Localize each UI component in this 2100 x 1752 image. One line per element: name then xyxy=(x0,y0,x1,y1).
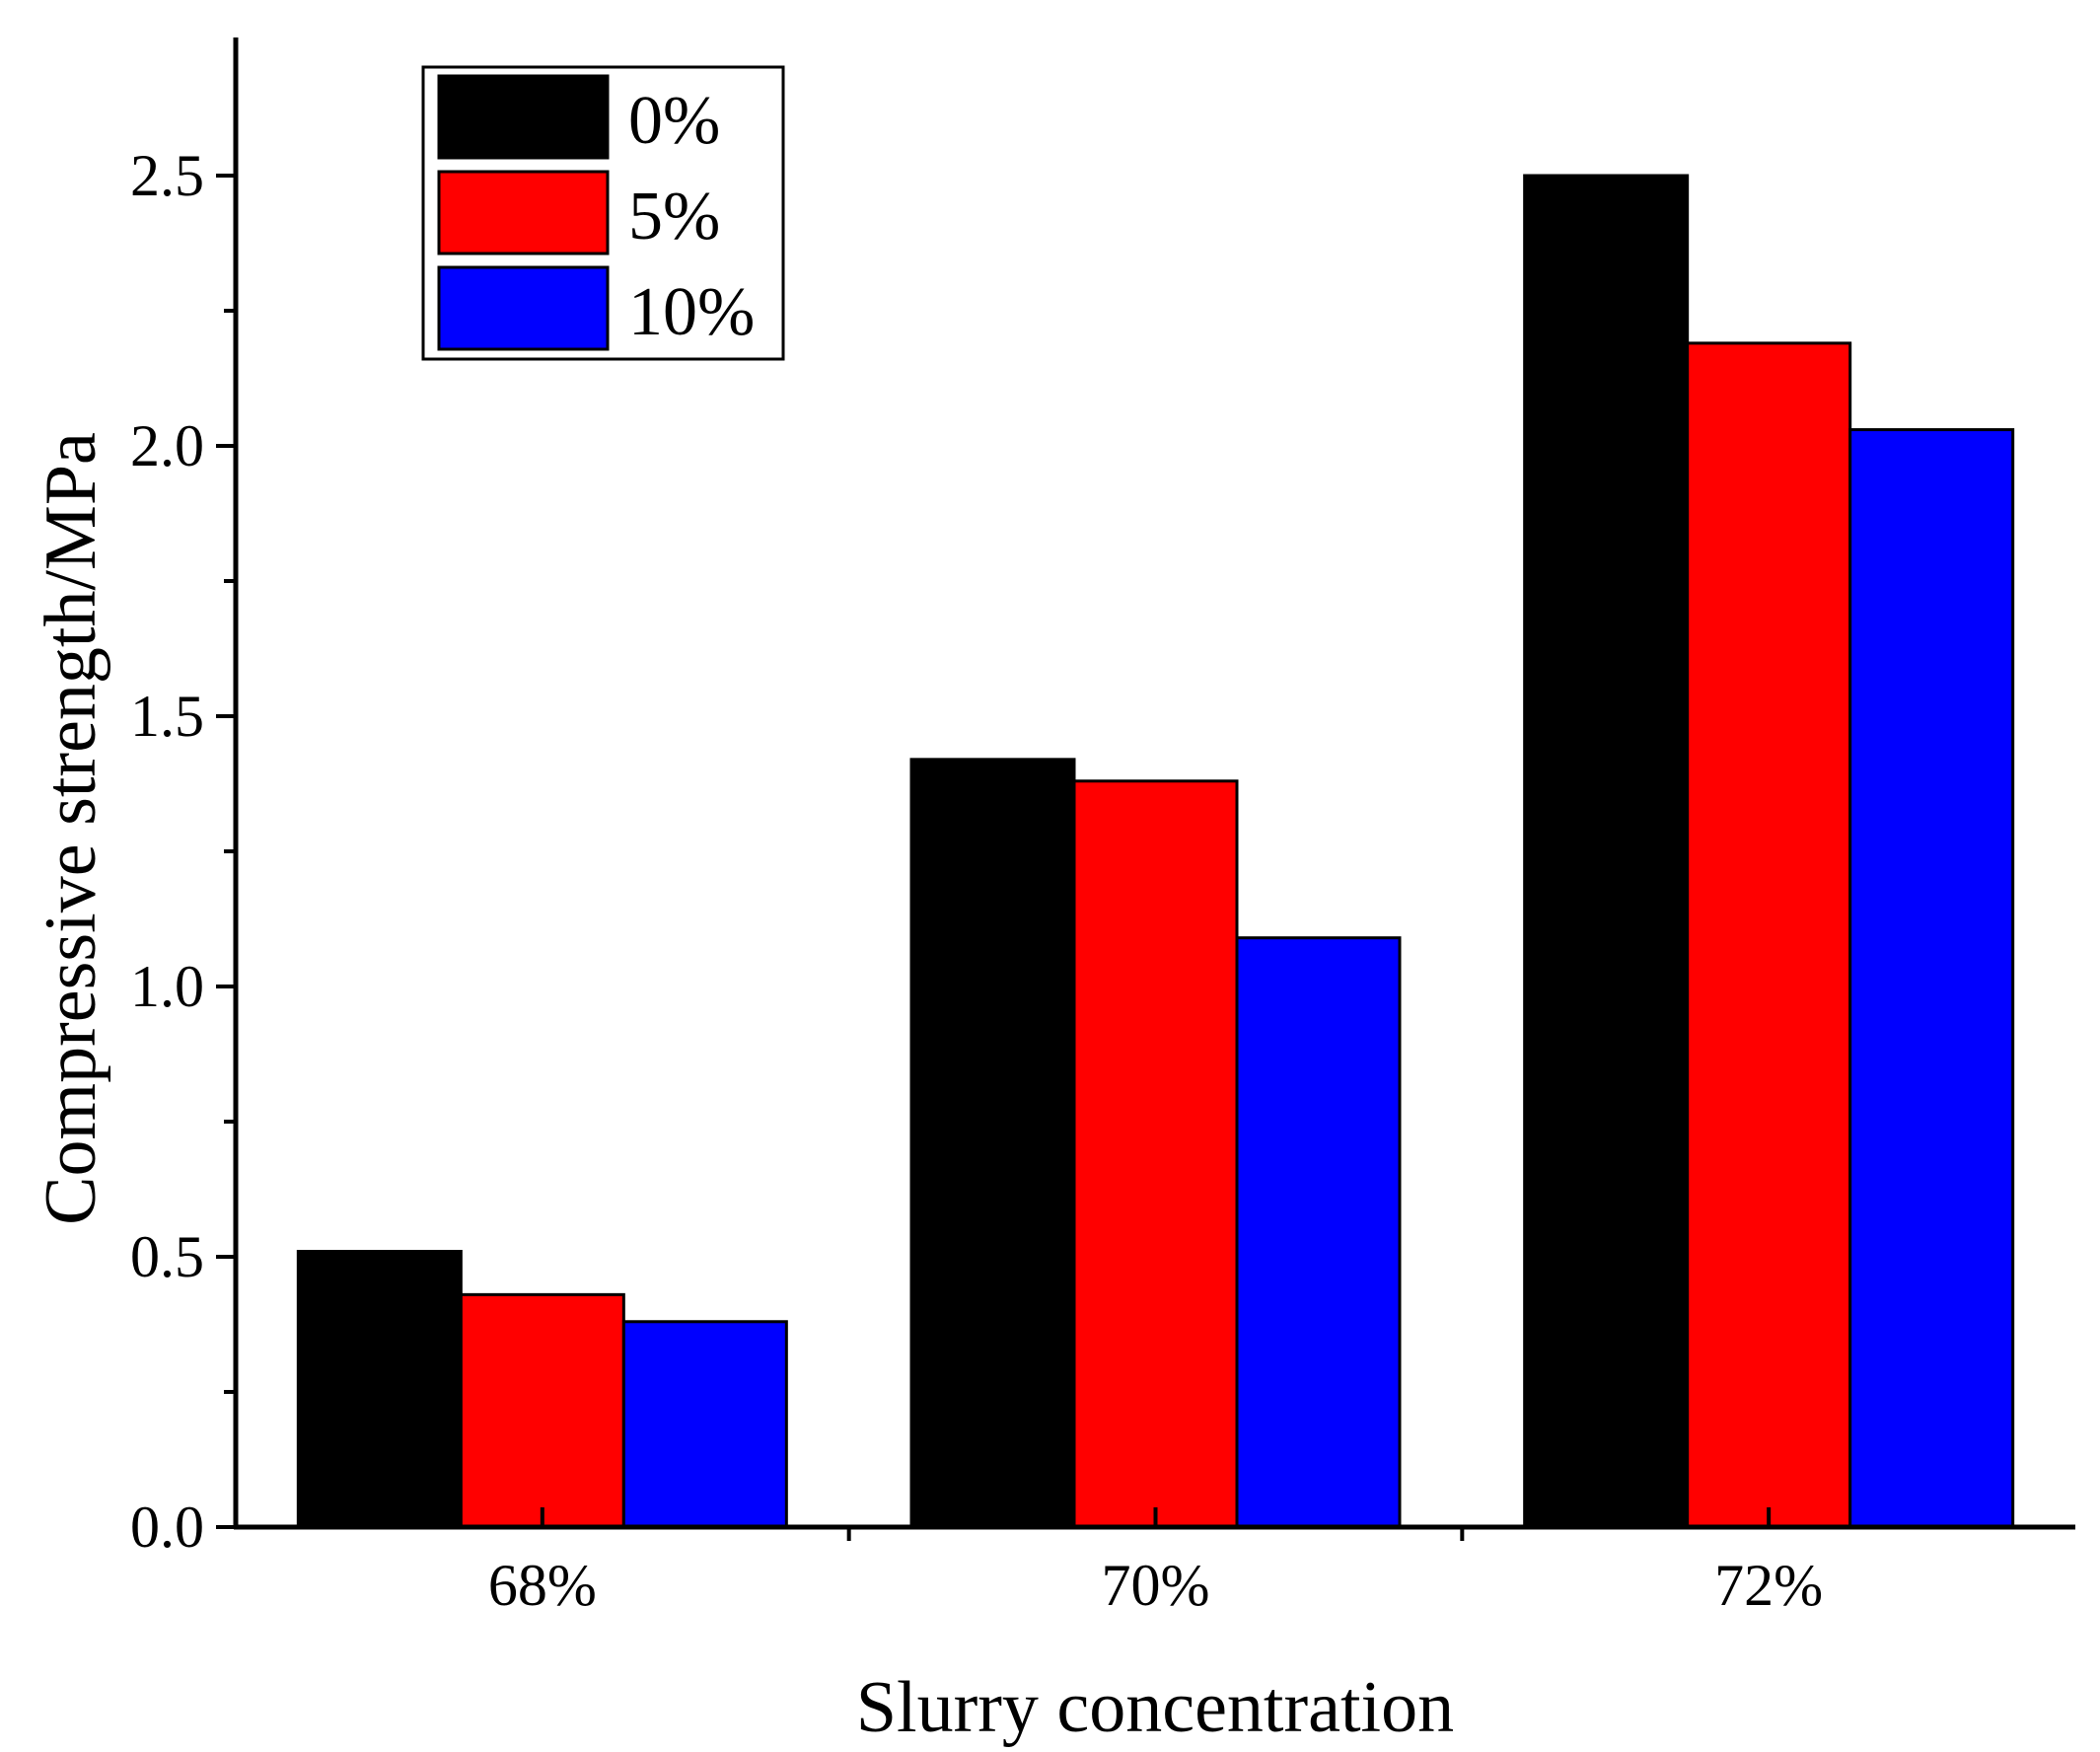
x-axis-title: Slurry concentration xyxy=(856,1667,1454,1748)
bar-5pct-72pct xyxy=(1686,341,1852,1529)
y-tick-label: 1.0 xyxy=(130,954,204,1019)
legend-label-0pct: 0% xyxy=(628,83,720,159)
y-tick-label: 0.5 xyxy=(130,1224,204,1289)
bar-0pct-70pct xyxy=(909,758,1076,1529)
bars-layer xyxy=(296,174,2015,1529)
y-tick-label: 2.0 xyxy=(130,413,204,478)
legend-swatch-0pct xyxy=(437,74,610,160)
x-tick-label: 72% xyxy=(1714,1553,1823,1618)
y-tick-label: 0.0 xyxy=(130,1495,204,1560)
bar-10pct-72pct xyxy=(1848,428,2015,1529)
bar-5pct-70pct xyxy=(1072,779,1239,1529)
bar-5pct-68pct xyxy=(459,1292,625,1529)
bar-0pct-68pct xyxy=(296,1250,463,1529)
y-tick-label: 1.5 xyxy=(130,684,204,749)
legend-swatch-10pct xyxy=(437,265,610,351)
x-tick-labels: 68% 70% 72% xyxy=(488,1553,1823,1618)
axes xyxy=(216,37,2075,1541)
x-ticks xyxy=(540,1507,1772,1541)
legend-swatch-5pct xyxy=(437,170,610,256)
bar-10pct-68pct xyxy=(621,1320,788,1529)
x-tick-label: 68% xyxy=(488,1553,597,1618)
legend-label-10pct: 10% xyxy=(628,274,755,350)
bar-0pct-72pct xyxy=(1523,174,1690,1529)
y-axis-title: Compressive strength/MPa xyxy=(31,432,111,1225)
y-tick-label: 2.5 xyxy=(130,143,204,208)
x-tick-label: 70% xyxy=(1102,1553,1210,1618)
bar-10pct-70pct xyxy=(1235,936,1402,1529)
legend-label-5pct: 5% xyxy=(628,179,720,255)
y-ticks xyxy=(216,174,236,1529)
legend: 0% 5% 10% xyxy=(421,65,785,361)
y-tick-labels: 0.0 0.5 1.0 1.5 2.0 2.5 xyxy=(130,143,204,1560)
